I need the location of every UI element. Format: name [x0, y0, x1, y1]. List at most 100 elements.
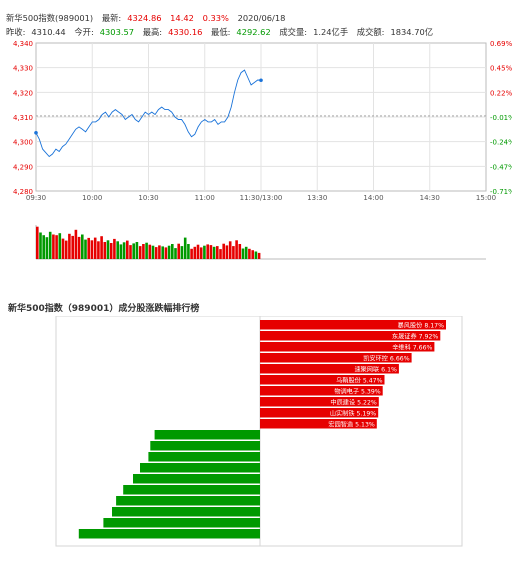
latest-label: 最新: [101, 13, 122, 23]
price-point [259, 78, 263, 83]
x-tick-label: 09:30 [26, 194, 46, 202]
ranking-bar [260, 353, 412, 363]
ranking-bar-label: 人参胜 -4.9% [263, 454, 302, 462]
volume-bar [254, 251, 258, 259]
volume-bar [238, 244, 242, 259]
volume-bar [39, 232, 42, 259]
volume-bar [103, 242, 107, 259]
volume-bar [174, 248, 177, 259]
low-value: 4292.62 [236, 27, 271, 37]
volume-bar [138, 246, 142, 259]
amount-value: 1834.70亿 [390, 27, 434, 37]
ranking-bar-label: 汉泽生物 -6.88% [263, 520, 312, 528]
price-point [34, 130, 38, 135]
ranking-bar-label: 长洲大翼 -6.5% [263, 509, 308, 517]
volume-bar [142, 244, 145, 259]
volume-bar [219, 249, 222, 259]
volume-bar [193, 246, 197, 259]
ranking-bar [103, 518, 261, 528]
volume-bar [244, 246, 248, 259]
ranking-bar [260, 342, 435, 352]
volume-bar [52, 234, 55, 259]
volume-bar [158, 245, 161, 259]
ranking-bar [260, 320, 446, 330]
ranking-bar [260, 386, 383, 396]
volume-bar [93, 237, 97, 259]
ranking-bar-chart: 暴风股份 8.17% 东晟证券 7.92% 辛维科 7.66% 凯安环控 6.66% 速… [55, 316, 463, 547]
volume-bar [151, 245, 155, 259]
ranking-bar [154, 430, 260, 440]
volume-bar [199, 247, 203, 259]
ranking-bar [78, 529, 260, 539]
ranking-bar [148, 452, 260, 462]
ranking-bar [123, 485, 260, 495]
y-tick-label-left: 4,320 [13, 89, 33, 97]
ranking-bar-label: 福星矿重 -5.27% [263, 465, 312, 473]
y-tick-label-right: 0.69% [490, 40, 512, 48]
ranking-bar-label: 暴风股份 8.17% [398, 322, 444, 330]
volume-bar [126, 240, 129, 259]
volume-bar [206, 244, 209, 259]
change-value: 14.42 [170, 13, 194, 23]
volume-bar [132, 243, 135, 259]
volume-bar [148, 244, 152, 259]
price-line [35, 69, 262, 158]
x-tick-label: 10:30 [138, 194, 158, 202]
volume-bar [225, 245, 229, 259]
ranking-bar [150, 441, 260, 451]
ranking-bar-label: 物调电子 5.39% [334, 388, 380, 396]
volume-bar [164, 247, 168, 259]
volume-bar [154, 247, 158, 259]
volume-bar [161, 246, 164, 259]
volume-bar [241, 248, 245, 259]
volume-bar [216, 246, 219, 259]
volume-bar [97, 241, 100, 259]
ranking-bar [260, 408, 379, 418]
volume-bar [171, 244, 174, 259]
ranking-bar [260, 331, 441, 341]
volume-bar [100, 236, 103, 259]
volume-bar [248, 248, 251, 259]
volume-bar [232, 246, 235, 259]
volume-bar [183, 237, 187, 259]
y-tick-label-left: 4,330 [13, 65, 33, 73]
ranking-bar [260, 397, 379, 407]
volume-bar [74, 229, 78, 259]
volume-bar [55, 235, 58, 259]
latest-value: 4324.86 [127, 13, 162, 23]
ranking-bar [140, 463, 260, 473]
y-tick-label-left: 4,280 [13, 188, 33, 196]
volume-bar [251, 250, 254, 259]
quote-date: 2020/06/18 [237, 13, 286, 23]
x-tick-label: 10:00 [82, 194, 102, 202]
volume-bar [116, 241, 119, 259]
ranking-bar-label: 同远药业 -6.01% [263, 487, 312, 495]
volume-bar [135, 242, 139, 259]
y-tick-label-left: 4,310 [13, 114, 33, 122]
volume-bar [228, 241, 232, 259]
ranking-bar-label: 华人建设 -7.96% [263, 531, 312, 539]
volume-bar [187, 244, 190, 259]
high-label: 最高: [142, 27, 163, 37]
index-title: 新华500指数(989001) [6, 13, 94, 23]
volume-bar [61, 238, 65, 259]
y-tick-label-right: 0.45% [490, 65, 512, 73]
volume-bar [71, 235, 74, 259]
volume-bar [209, 245, 213, 259]
ranking-bar [260, 375, 385, 385]
open-value: 4303.57 [99, 27, 135, 37]
y-tick-label-right: -0.71% [490, 188, 512, 196]
open-label: 今开: [74, 27, 94, 37]
volume-bar [119, 244, 123, 259]
volume-bar [167, 245, 171, 259]
y-tick-label-left: 4,290 [13, 163, 33, 171]
volume-bar [180, 246, 184, 259]
volume-bar [84, 239, 87, 259]
y-tick-label-left: 4,340 [13, 40, 33, 48]
volume-bar [77, 236, 81, 259]
volume-bar [106, 240, 110, 259]
ranking-bar-label: 宏园智造 5.13% [328, 421, 374, 429]
ranking-bar-label: 方益一机 -4.82% [263, 443, 312, 451]
ranking-bar-label: 东晟证券 7.92% [392, 333, 438, 341]
ranking-bar [260, 364, 399, 374]
